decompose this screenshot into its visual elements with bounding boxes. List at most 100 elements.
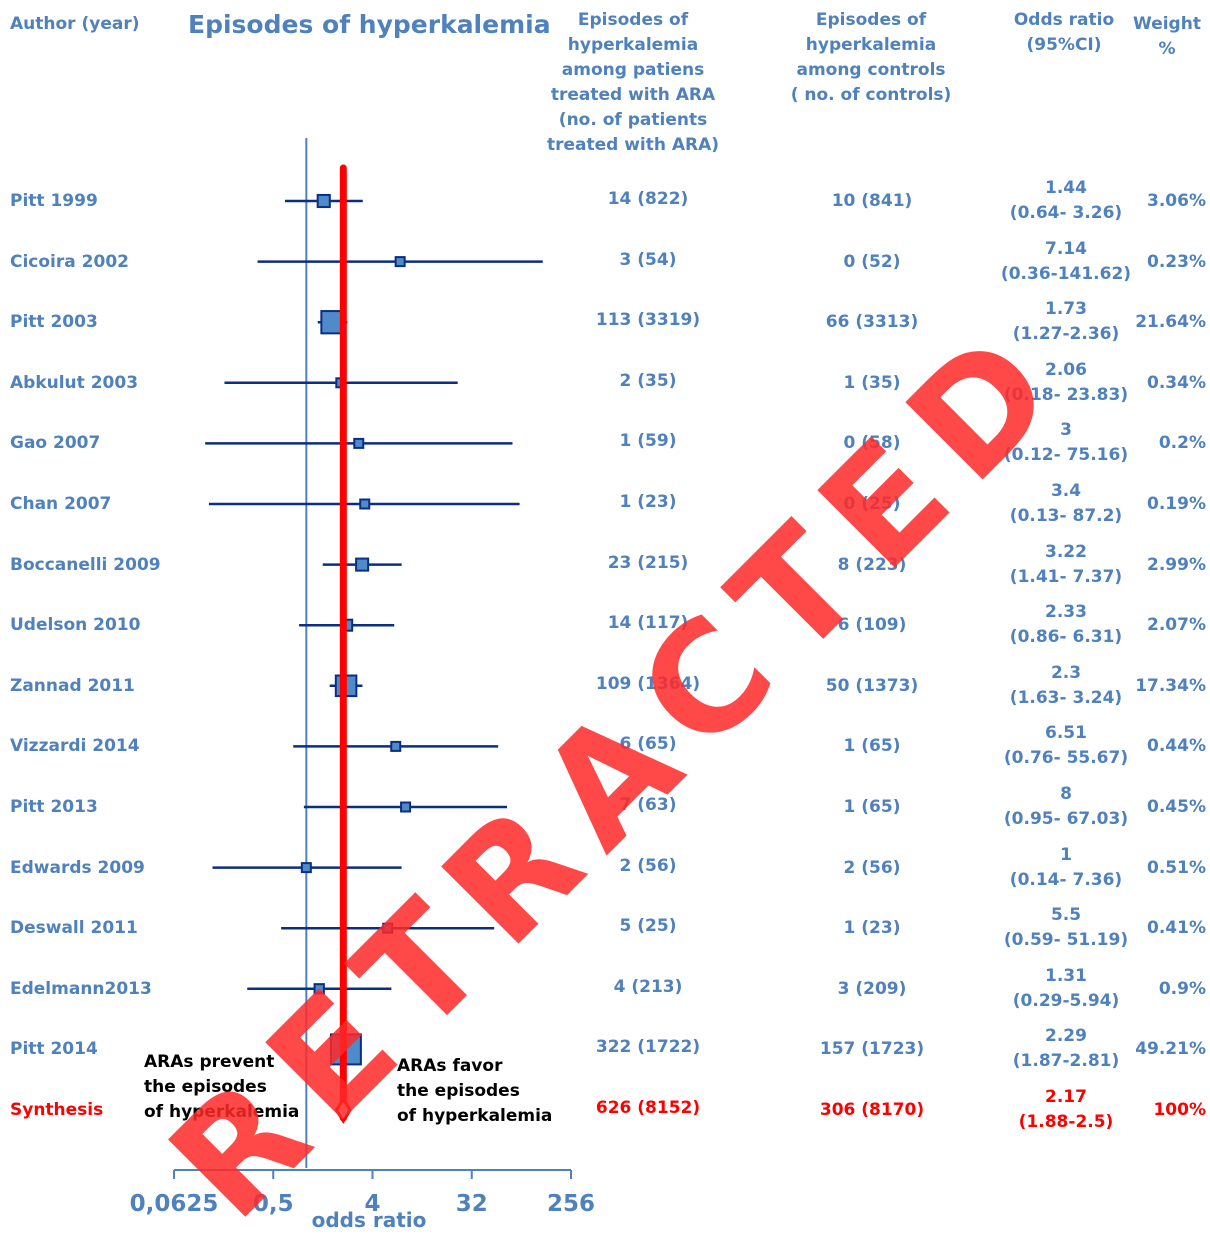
weight-value: 0.44%: [1147, 736, 1206, 757]
study-name: Gao 2007: [10, 433, 101, 454]
point-estimate-square: [316, 193, 331, 209]
ara-episodes: 14 (822): [607, 189, 689, 209]
point-estimate-square: [359, 498, 371, 510]
synthesis-diamond: [334, 1096, 352, 1124]
odds-ratio-value: 5.5: [1050, 905, 1082, 926]
odds-ratio-value: 3: [1060, 420, 1072, 441]
odds-ratio-value: 8: [1060, 784, 1072, 804]
odds-ratio-value: 2.29: [1045, 1026, 1087, 1047]
study-name: Abkulut 2003: [10, 372, 139, 393]
control-episodes: 1 (65): [843, 736, 901, 757]
ara-episodes-header: Episodes of hyperkalemia among patiens t…: [546, 10, 720, 155]
odds-ratio-value: 1.31: [1045, 965, 1087, 986]
confidence-interval: (0.14- 7.36): [1009, 869, 1123, 890]
study-name: Pitt 2013: [10, 797, 98, 817]
odds-ratio-value: 2.17: [1045, 1087, 1087, 1107]
odds-ratio-value: 3.4: [1050, 481, 1082, 501]
weight-value: 49.21%: [1135, 1039, 1206, 1060]
control-episodes: 2 (56): [843, 857, 901, 878]
ara-episodes: 5 (25): [619, 916, 677, 937]
weight-value: 0.23%: [1147, 251, 1206, 272]
confidence-interval: (1.88-2.5): [1018, 1112, 1114, 1132]
ara-episodes: 113 (3319): [595, 310, 701, 331]
point-estimate-square: [390, 740, 402, 752]
x-tick-label: 0,5: [253, 1191, 294, 1217]
ara-episodes: 3 (54): [619, 249, 677, 270]
study-name: Boccanelli 2009: [10, 554, 161, 575]
x-tick-label: 4: [364, 1191, 380, 1217]
x-tick-label: 0,0625: [130, 1191, 219, 1217]
ara-episodes: 109 (1364): [595, 673, 701, 694]
chart-title: Episodes of hyperkalemia: [188, 10, 551, 39]
ara-episodes: 2 (56): [619, 855, 677, 876]
ara-episodes: 7 (63): [619, 795, 677, 815]
confidence-interval: (0.13- 87.2): [1009, 506, 1123, 526]
confidence-interval: (0.36-141.62): [1000, 263, 1132, 284]
control-episodes: 1 (35): [843, 372, 901, 393]
weight-value: 17.34%: [1135, 675, 1206, 696]
odds-ratio-value: 3.22: [1045, 541, 1087, 562]
control-episodes: 3 (209): [837, 978, 907, 999]
weight-value: 3.06%: [1147, 191, 1206, 211]
control-episodes: 10 (841): [831, 191, 913, 211]
odds-ratio-value: 6.51: [1045, 723, 1087, 744]
odds-ratio-value: 2.3: [1050, 662, 1082, 683]
point-estimate-square: [382, 922, 394, 934]
x-tick-label: 256: [547, 1191, 595, 1217]
odds-ratio-value: 2.33: [1045, 602, 1087, 623]
control-episodes: 6 (109): [837, 615, 907, 636]
control-episodes: 50 (1373): [825, 675, 919, 696]
x-tick-label: 32: [456, 1191, 488, 1217]
author-year-header: Author (year): [10, 14, 140, 34]
study-name: Edwards 2009: [10, 857, 145, 878]
odds-ratio-value: 2.06: [1045, 359, 1087, 380]
control-episodes: 66 (3313): [825, 312, 919, 333]
weight-value: 0.45%: [1147, 797, 1206, 817]
study-name: Chan 2007: [10, 494, 112, 514]
study-name: Pitt 2003: [10, 312, 98, 333]
study-name: Deswall 2011: [10, 918, 138, 939]
odds-ratio-value: 1.44: [1045, 178, 1087, 198]
weight-value: 0.19%: [1147, 494, 1206, 514]
control-episodes: 1 (65): [843, 797, 901, 817]
study-name: Edelmann2013: [10, 978, 152, 999]
weight-value: 2.07%: [1147, 615, 1206, 636]
odds-ratio-value: 1: [1060, 844, 1072, 865]
weight-value: 21.64%: [1135, 312, 1206, 333]
point-estimate-square: [300, 862, 312, 874]
odds-ratio-value: 1.73: [1045, 299, 1087, 320]
point-estimate-square: [355, 557, 370, 572]
confidence-interval: (0.29-5.94): [1012, 990, 1120, 1011]
control-episodes: 0 (58): [843, 433, 901, 454]
x-axis-label: odds ratio: [312, 1208, 427, 1230]
ara-episodes: 6 (65): [619, 734, 677, 755]
confidence-interval: (1.63- 3.24): [1009, 687, 1123, 708]
study-name: Zannad 2011: [10, 675, 135, 696]
confidence-interval: (0.95- 67.03): [1003, 809, 1129, 829]
ara-episodes: 4 (213): [613, 976, 683, 997]
weight-value: 0.51%: [1147, 857, 1206, 878]
study-name: Pitt 1999: [10, 191, 98, 211]
confidence-interval: (1.27-2.36): [1012, 324, 1120, 345]
weight-value: 0.2%: [1158, 433, 1206, 454]
point-estimate-square: [394, 256, 406, 268]
confidence-interval: (0.64- 3.26): [1009, 203, 1123, 223]
weight-value: 0.41%: [1147, 918, 1206, 939]
control-episodes: 306 (8170): [819, 1100, 925, 1120]
confidence-interval: (0.12- 75.16): [1003, 445, 1129, 466]
confidence-interval: (1.87-2.81): [1012, 1051, 1120, 1072]
control-episodes: 157 (1723): [819, 1039, 925, 1060]
control-episodes-header: Episodes of hyperkalemia among controls …: [790, 10, 952, 105]
ara-episodes: 1 (23): [619, 492, 677, 512]
control-episodes: 0 (52): [843, 251, 901, 272]
control-episodes: 0 (25): [843, 494, 901, 514]
point-estimate-square: [353, 437, 365, 449]
study-name: Udelson 2010: [10, 615, 141, 636]
weight-header: Weight %: [1133, 14, 1201, 59]
weight-value: 2.99%: [1147, 554, 1206, 575]
weight-value: 0.9%: [1158, 978, 1206, 999]
study-name: Cicoira 2002: [10, 251, 129, 272]
control-episodes: 8 (223): [837, 554, 907, 575]
study-name: Vizzardi 2014: [10, 736, 140, 757]
confidence-interval: (0.76- 55.67): [1003, 748, 1129, 769]
